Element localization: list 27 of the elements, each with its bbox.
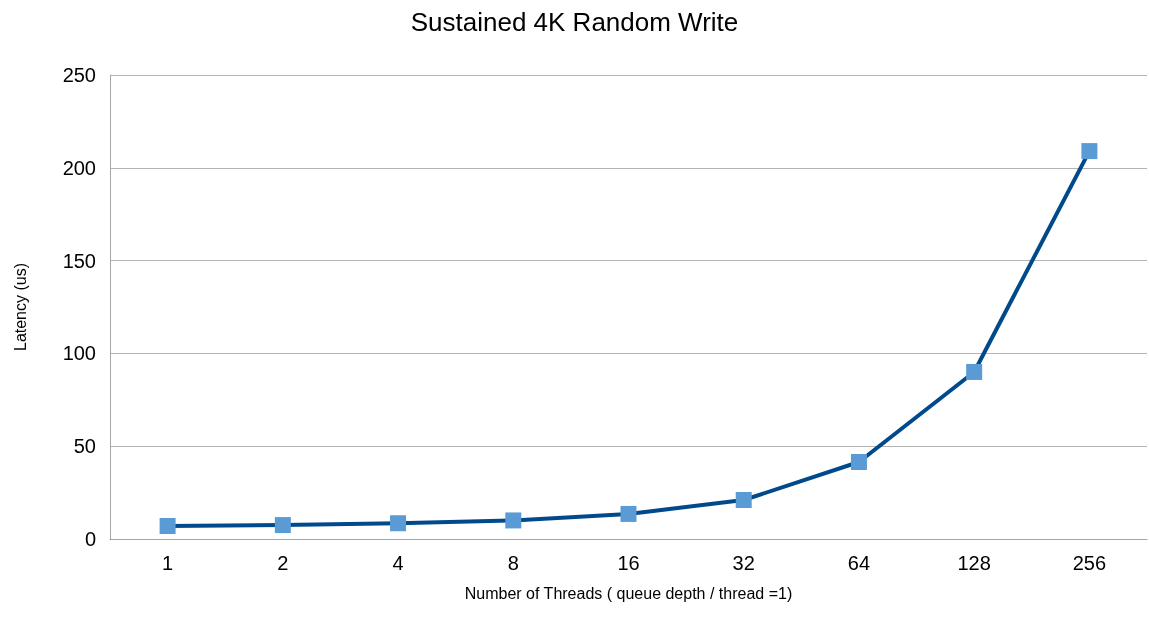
point	[735, 492, 752, 509]
x-tick-label: 256	[1072, 552, 1107, 574]
y-tick-label: 250	[62, 64, 96, 86]
point	[966, 363, 983, 380]
y-tick-label: 200	[62, 156, 96, 179]
point	[505, 512, 522, 529]
x-tick-label: 64	[847, 552, 871, 574]
point	[1081, 143, 1098, 160]
x-tick-label: 1	[162, 552, 174, 574]
point	[390, 515, 407, 532]
chart-title: Sustained 4K Random Write	[410, 7, 739, 37]
point	[850, 453, 867, 470]
point	[620, 505, 637, 522]
point	[274, 517, 291, 534]
x-tick-label: 16	[617, 552, 640, 574]
point	[159, 518, 176, 535]
x-tick-label: 2	[277, 552, 289, 574]
x-tick-label: 4	[392, 552, 404, 574]
y-tick-label: 0	[84, 528, 96, 550]
x-tick-label: 128	[957, 552, 991, 574]
x-tick-label: 32	[732, 552, 755, 574]
y-axis-title: Latency (us)	[11, 262, 29, 352]
x-tick-label: 8	[507, 552, 519, 574]
y-tick-label: 100	[62, 342, 96, 365]
x-axis-title: Number of Threads ( queue depth / thread =1)	[464, 584, 793, 602]
y-tick-label: 150	[62, 249, 96, 272]
y-tick-label: 50	[73, 435, 96, 458]
